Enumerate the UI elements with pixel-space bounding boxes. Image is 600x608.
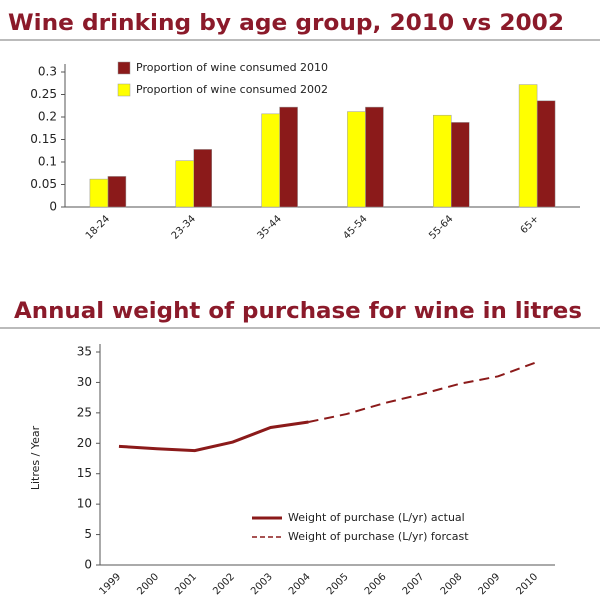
x-tick-label: 2007: [401, 571, 427, 597]
x-tick-label: 2008: [439, 571, 465, 597]
y-tick-label: 0: [49, 200, 57, 214]
x-tick-label: 2001: [173, 571, 199, 597]
line: [118, 420, 309, 453]
bar: [261, 113, 280, 208]
legend-swatch: [117, 83, 131, 97]
y-tick-label: 35: [77, 345, 92, 359]
y-tick-label: 20: [77, 436, 92, 450]
y-tick-label: 0.25: [30, 87, 57, 101]
bar: [347, 111, 366, 208]
bar: [536, 100, 556, 208]
x-tick-label: 2002: [211, 571, 237, 597]
y-tick-label: 5: [84, 527, 92, 541]
x-tick-label: 2005: [325, 571, 351, 597]
chart-title: Wine drinking by age group, 2010 vs 2002: [8, 11, 564, 36]
y-tick-label: 0.3: [38, 65, 57, 79]
y-axis-label: Litres / Year: [29, 425, 42, 490]
bar: [433, 114, 452, 208]
x-tick-label: 2000: [135, 571, 161, 597]
y-tick-label: 25: [77, 405, 92, 419]
y-tick-label: 0.1: [38, 155, 57, 169]
x-tick-label: 2010: [515, 571, 541, 597]
x-tick-label: 2004: [287, 571, 313, 597]
y-tick-label: 10: [77, 497, 92, 511]
legend-label: Proportion of wine consumed 2002: [136, 83, 328, 96]
legend-label: Weight of purchase (L/yr) actual: [288, 511, 465, 524]
x-tick-label: 55-64: [427, 213, 455, 241]
y-tick-label: 15: [77, 466, 92, 480]
x-tick-label: 2003: [249, 571, 275, 597]
x-tick-label: 35-44: [255, 213, 283, 241]
x-tick-label: 2009: [477, 571, 503, 597]
x-tick-label: 23-34: [170, 213, 198, 241]
x-tick-label: 45-54: [341, 213, 369, 241]
y-tick-label: 30: [77, 375, 92, 389]
bar: [365, 106, 384, 208]
bar: [175, 160, 194, 208]
bar: [279, 106, 298, 208]
y-tick-label: 0.15: [30, 132, 57, 146]
y-tick-label: 0: [84, 558, 92, 572]
x-tick-label: 1999: [97, 571, 123, 597]
x-tick-label: 65+: [519, 213, 542, 236]
legend-swatch: [117, 61, 131, 75]
y-tick-label: 0.05: [30, 177, 57, 191]
bar: [451, 122, 470, 208]
y-tick-label: 0.2: [38, 110, 57, 124]
x-tick-label: 2006: [363, 571, 389, 597]
bar: [89, 178, 109, 208]
bar: [107, 176, 127, 208]
legend-label: Proportion of wine consumed 2010: [136, 61, 328, 74]
x-tick-label: 18-24: [84, 213, 112, 241]
legend-label: Weight of purchase (L/yr) forcast: [288, 530, 469, 543]
line: [308, 361, 537, 423]
bar: [193, 149, 212, 208]
bar: [518, 84, 538, 208]
chart-title: Annual weight of purchase for wine in li…: [14, 299, 582, 324]
